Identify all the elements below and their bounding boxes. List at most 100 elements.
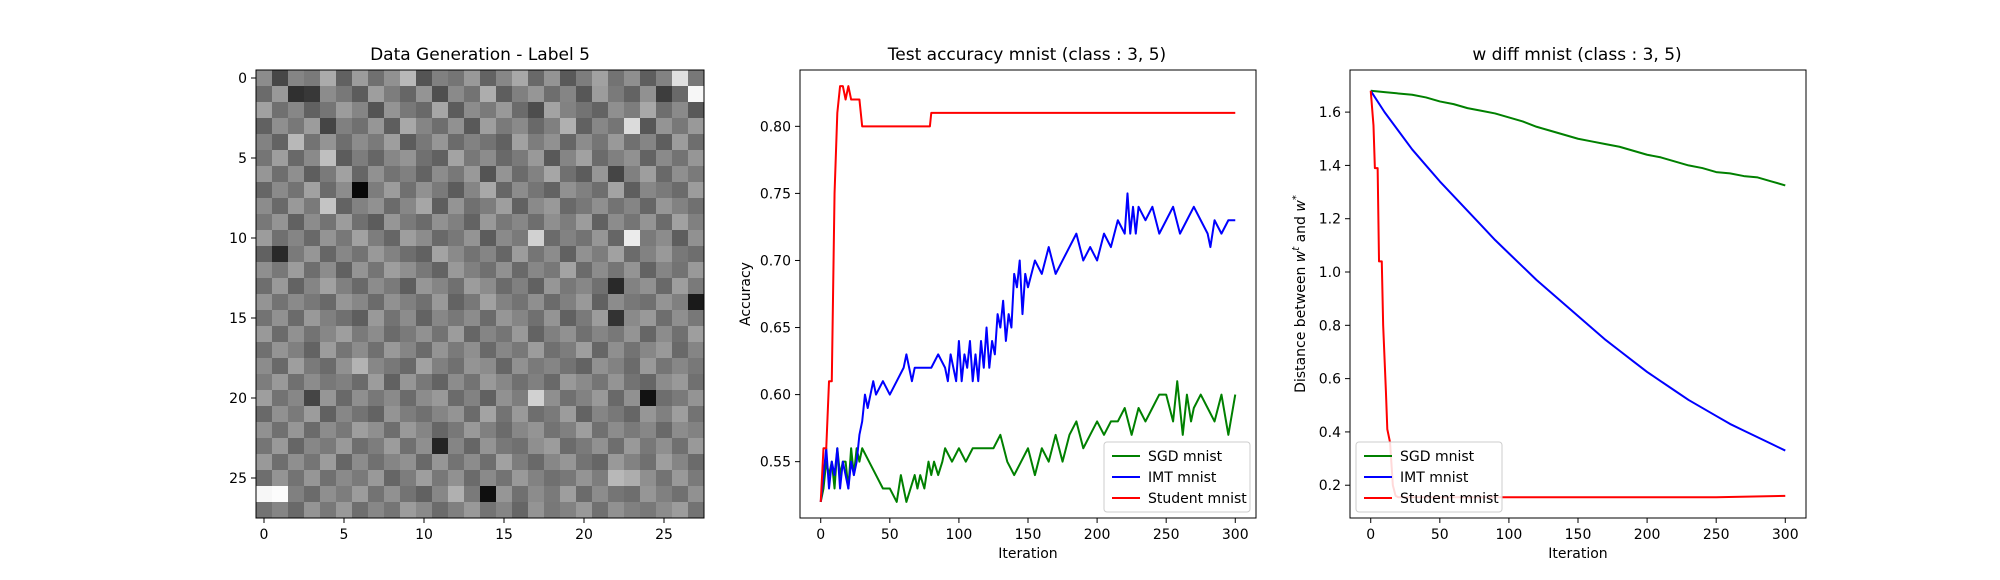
heatmap-cell [592,150,609,167]
heatmap-cell [448,102,465,119]
heatmap-cell [512,502,529,519]
heatmap-cell [624,198,641,215]
heatmap-cell [448,70,465,87]
heatmap-cell [544,182,561,199]
heatmap-cell [608,358,625,375]
heatmap-cell [288,310,305,327]
heatmap-cell [464,374,481,391]
heatmap-cell [368,486,385,503]
heatmap-cell [560,182,577,199]
heatmap-cell [688,294,705,311]
heatmap-cell [416,294,433,311]
heatmap-cell [672,102,689,119]
heatmap-cell [512,102,529,119]
heatmap-cell [272,102,289,119]
heatmap-cell [336,486,353,503]
heatmap-cell [304,166,321,183]
heatmap-cell [656,470,673,487]
heatmap-cell [464,214,481,231]
heatmap-cell [544,150,561,167]
heatmap-cell [560,326,577,343]
heatmap-cell [288,390,305,407]
heatmap-cell [256,342,273,359]
heatmap-cell [608,118,625,135]
heatmap-cell [480,70,497,87]
heatmap-cell [608,230,625,247]
heatmap-cell [448,262,465,279]
heatmap-cell [688,326,705,343]
heatmap-cell [656,262,673,279]
heatmap-cell [368,342,385,359]
heatmap-cell [256,86,273,103]
heatmap-ytick-label: 25 [229,471,247,487]
accuracy-xtick-label: 50 [881,527,899,543]
heatmap-cell [400,150,417,167]
heatmap-cell [496,166,513,183]
accuracy-legend-box [1103,441,1251,513]
heatmap-cell [256,390,273,407]
heatmap-cell [592,358,609,375]
wdiff-ylabel-and: and [1293,212,1309,247]
heatmap-cell [384,438,401,455]
heatmap-cell [480,102,497,119]
heatmap-cell [480,358,497,375]
heatmap-cell [544,390,561,407]
heatmap-cell [352,198,369,215]
heatmap-cell [384,374,401,391]
heatmap-cell [496,118,513,135]
heatmap-cell [416,502,433,519]
heatmap-cell [688,406,705,423]
heatmap-cell [400,134,417,151]
heatmap-cell [688,134,705,151]
heatmap-cell [672,86,689,103]
wdiff-xtick-label: 0 [1366,527,1375,543]
wdiff-ylabel-t: t [1291,246,1302,251]
wdiff-panel: w diff mnist (class : 3, 5) 0 50 100 150 200… [1291,45,1807,562]
heatmap-cell [400,422,417,439]
heatmap-cell [432,310,449,327]
heatmap-cell [400,278,417,295]
heatmap-cell [384,102,401,119]
wdiff-xlabel: Iteration [1548,546,1607,562]
heatmap-cell [464,86,481,103]
heatmap-cell [480,342,497,359]
heatmap-cell [528,374,545,391]
heatmap-cell [528,70,545,87]
heatmap-cell [672,422,689,439]
heatmap-cell [400,342,417,359]
heatmap-cell [400,86,417,103]
heatmap-cell [672,390,689,407]
heatmap-cell [272,70,289,87]
heatmap-cell [416,198,433,215]
heatmap-cell [384,230,401,247]
heatmap-cell [480,294,497,311]
heatmap-cell [544,326,561,343]
heatmap-cell [352,278,369,295]
heatmap-cell [288,422,305,439]
heatmap-cell [640,374,657,391]
heatmap-cell [464,198,481,215]
heatmap-cell [448,358,465,375]
heatmap-cell [352,422,369,439]
heatmap-cell [304,278,321,295]
heatmap-cell [368,390,385,407]
heatmap-cell [496,358,513,375]
heatmap-cell [624,502,641,519]
heatmap-xtick-label: 15 [495,527,513,543]
heatmap-cell [288,342,305,359]
accuracy-lines [819,85,1237,503]
heatmap-cell [336,438,353,455]
heatmap-cell [288,502,305,519]
heatmap-cell [384,486,401,503]
heatmap-cell [416,358,433,375]
heatmap-cell [672,230,689,247]
heatmap-cell [368,438,385,455]
heatmap-cell [400,70,417,87]
heatmap-cell [336,150,353,167]
heatmap-cell [416,118,433,135]
heatmap-cell [560,246,577,263]
heatmap-cell [576,118,593,135]
heatmap-cell [352,374,369,391]
heatmap-xtick-label: 5 [340,527,349,543]
wdiff-ytick-label: 1.2 [1319,212,1341,228]
